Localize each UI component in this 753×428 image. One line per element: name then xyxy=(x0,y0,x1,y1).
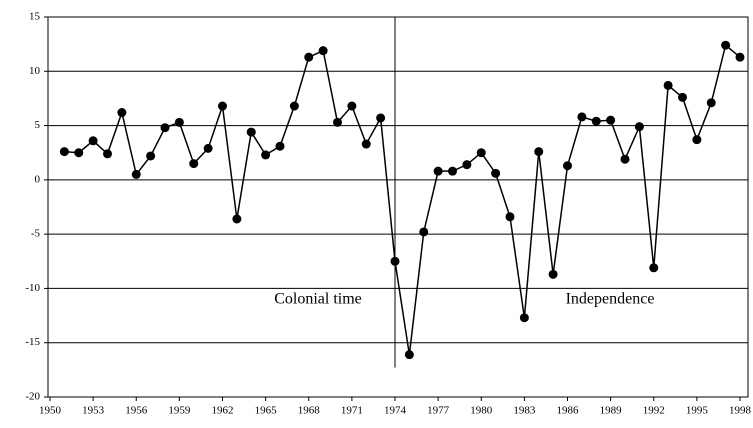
data-point xyxy=(203,143,213,153)
data-point xyxy=(663,80,673,90)
x-tick-label: 1980 xyxy=(470,405,493,417)
data-point xyxy=(160,123,170,133)
data-point xyxy=(189,159,199,169)
data-point xyxy=(706,98,716,108)
x-tick-label: 1989 xyxy=(600,405,623,417)
plot-frame xyxy=(47,16,749,398)
x-tick-label: 1965 xyxy=(255,405,278,417)
x-tick-label: 1956 xyxy=(125,405,148,417)
x-tick-label: 1971 xyxy=(341,405,363,417)
data-point xyxy=(649,263,659,273)
data-point xyxy=(318,46,328,56)
x-tick-label: 1950 xyxy=(39,405,62,417)
data-point xyxy=(390,256,400,266)
annotation: Colonial time xyxy=(274,291,362,308)
x-tick-label: 1959 xyxy=(168,405,191,417)
data-point xyxy=(577,112,587,122)
y-tick-label: -10 xyxy=(25,282,40,294)
data-point xyxy=(146,151,156,161)
data-point xyxy=(246,127,256,137)
data-point xyxy=(534,147,544,157)
data-point xyxy=(59,147,69,157)
data-point xyxy=(519,313,529,323)
x-tick-label: 1953 xyxy=(82,405,105,417)
data-point xyxy=(275,141,285,151)
data-point xyxy=(304,52,314,62)
x-tick-label: 1974 xyxy=(384,405,407,417)
data-point xyxy=(347,101,357,111)
y-tick-label: 15 xyxy=(29,11,41,23)
y-tick-label: -15 xyxy=(25,336,40,348)
x-tick-label: 1968 xyxy=(298,405,321,417)
x-tick-label: 1986 xyxy=(557,405,580,417)
data-point xyxy=(433,166,443,176)
y-tick-label: -5 xyxy=(31,228,41,240)
data-point xyxy=(117,108,127,118)
data-point xyxy=(678,92,687,102)
data-line xyxy=(64,43,741,355)
x-tick-label: 1977 xyxy=(427,405,450,417)
data-point xyxy=(376,113,386,123)
y-tick-label: 5 xyxy=(35,119,41,131)
data-point xyxy=(333,117,342,127)
data-point xyxy=(634,122,644,132)
x-tick-label: 1962 xyxy=(212,405,234,417)
data-point xyxy=(74,148,84,158)
x-tick-label: 1983 xyxy=(513,405,536,417)
data-point xyxy=(505,212,515,222)
data-point xyxy=(88,136,98,146)
data-point xyxy=(462,160,472,170)
data-point xyxy=(491,168,501,178)
data-point xyxy=(735,52,745,62)
y-tick-label: 0 xyxy=(35,173,41,185)
data-point xyxy=(692,135,702,145)
data-point xyxy=(620,154,630,164)
data-point xyxy=(721,40,731,50)
x-tick-label: 1998 xyxy=(729,405,752,417)
x-tick-label: 1992 xyxy=(643,405,665,417)
data-point xyxy=(218,101,227,111)
data-point xyxy=(361,139,371,149)
y-tick-label: -20 xyxy=(25,391,40,403)
data-point xyxy=(591,116,601,126)
data-point xyxy=(261,150,271,160)
y-tick-label: 10 xyxy=(29,65,41,77)
data-point xyxy=(131,169,141,179)
data-point xyxy=(563,161,572,171)
data-point xyxy=(404,350,414,360)
data-point xyxy=(232,214,242,224)
data-point xyxy=(174,117,184,127)
data-point xyxy=(448,166,457,176)
data-point xyxy=(476,148,486,158)
data-point xyxy=(548,269,558,279)
data-point xyxy=(606,115,616,125)
data-point xyxy=(289,101,299,111)
annotation: Independence xyxy=(566,291,655,308)
data-point xyxy=(103,149,112,159)
data-point xyxy=(419,227,429,237)
x-tick-label: 1995 xyxy=(686,405,709,417)
